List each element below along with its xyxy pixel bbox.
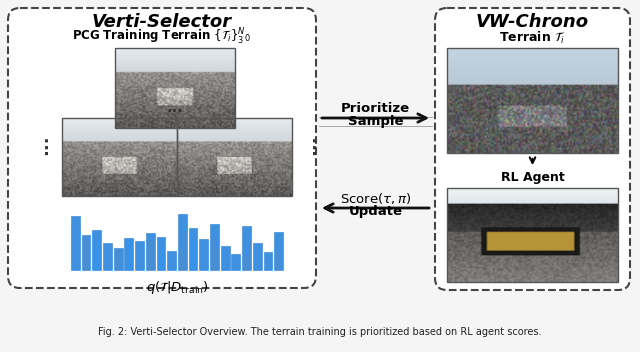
Bar (200, 239, 208, 270)
Bar (114, 247, 122, 270)
Bar (146, 233, 155, 270)
FancyBboxPatch shape (435, 8, 630, 290)
Bar (253, 243, 262, 270)
Bar (210, 224, 219, 270)
Bar (221, 246, 230, 270)
Text: VW-Chrono: VW-Chrono (476, 13, 589, 31)
Text: ...: ... (301, 135, 319, 155)
Text: Prioritize: Prioritize (341, 101, 410, 114)
Text: PCG Training Terrain $\{\mathcal{T}_i\}_3^N{}_0$: PCG Training Terrain $\{\mathcal{T}_i\}_… (72, 27, 252, 47)
Bar (62, 118, 177, 196)
Bar (62, 202, 292, 274)
Bar (71, 215, 80, 270)
Bar (232, 254, 240, 270)
Text: Sample: Sample (348, 115, 403, 128)
Text: Fig. 2: Verti-Selector Overview. The terrain training is prioritized based on RL: Fig. 2: Verti-Selector Overview. The ter… (99, 327, 541, 337)
Bar (135, 241, 144, 270)
Bar (189, 228, 197, 270)
Bar (177, 118, 292, 196)
Bar (124, 238, 133, 270)
Bar (92, 230, 101, 270)
Bar (242, 226, 251, 270)
Bar (115, 48, 235, 128)
Text: RL Agent: RL Agent (500, 171, 564, 184)
Bar (447, 188, 618, 282)
Text: ...: ... (166, 101, 184, 115)
Text: ...: ... (33, 135, 51, 155)
Text: Update: Update (349, 206, 403, 219)
Bar (264, 252, 273, 270)
Bar (275, 232, 283, 270)
Bar (447, 48, 618, 153)
Bar (103, 243, 112, 270)
Bar (167, 251, 176, 270)
Bar (178, 214, 187, 270)
Bar (82, 235, 90, 270)
FancyBboxPatch shape (8, 8, 316, 288)
Text: Verti-Selector: Verti-Selector (92, 13, 232, 31)
Text: Terrain $\mathcal{T}_i$: Terrain $\mathcal{T}_i$ (499, 30, 566, 46)
Text: $q(\mathcal{T}|D_\mathrm{train})$: $q(\mathcal{T}|D_\mathrm{train})$ (145, 279, 209, 296)
Text: $\mathrm{Score}(\tau, \pi)$: $\mathrm{Score}(\tau, \pi)$ (340, 190, 411, 206)
Bar (157, 237, 165, 270)
